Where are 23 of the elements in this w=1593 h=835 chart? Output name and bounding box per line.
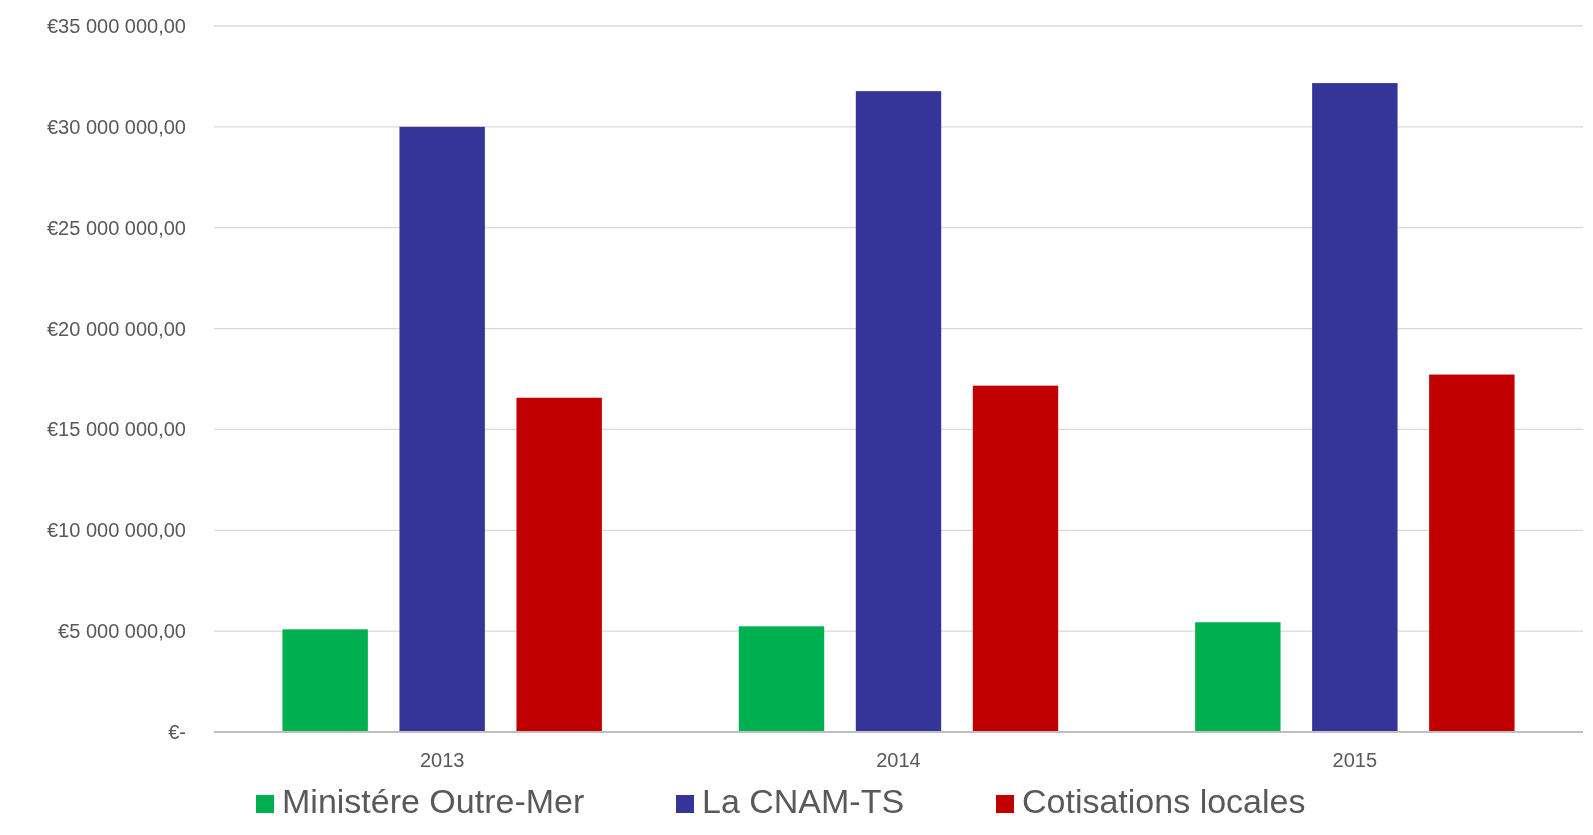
x-tick-label: 2013: [419, 749, 465, 771]
bar: [855, 91, 942, 732]
x-tick-label: 2014: [876, 749, 921, 771]
y-tick-label: €25 000 000,00: [46, 216, 186, 239]
y-tick-label: €5 000 000,00: [58, 620, 186, 643]
y-tick-label: €10 000 000,00: [46, 519, 186, 542]
bar: [1312, 83, 1398, 732]
y-tick-label: €15 000 000,00: [46, 418, 186, 441]
y-tick-label: €-: [168, 721, 186, 743]
bar: [972, 385, 1059, 732]
bar: [1195, 622, 1281, 732]
y-tick-label: €35 000 000,00: [46, 15, 186, 37]
legend-label: Cotisations locales: [1022, 782, 1306, 820]
bar: [282, 629, 368, 732]
bar: [738, 626, 825, 732]
bar: [1429, 374, 1515, 732]
y-tick-label: €20 000 000,00: [46, 317, 186, 340]
bar: [516, 397, 602, 732]
bar: [399, 126, 485, 732]
y-tick-label: €30 000 000,00: [46, 115, 186, 138]
legend-label: La CNAM-TS: [702, 782, 905, 820]
x-tick-label: 2015: [1332, 749, 1378, 771]
legend-label: Ministére Outre-Mer: [282, 782, 585, 820]
